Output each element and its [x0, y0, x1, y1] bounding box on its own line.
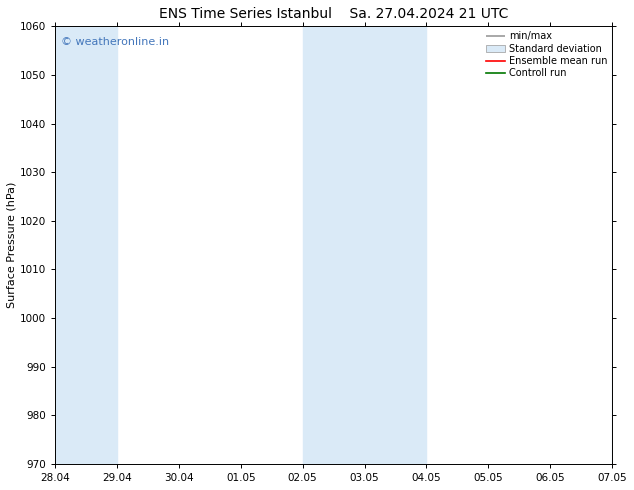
Bar [365, 26, 427, 464]
Legend: min/max, Standard deviation, Ensemble mean run, Controll run: min/max, Standard deviation, Ensemble me… [484, 29, 609, 80]
Bar [55, 26, 117, 464]
Text: © weatheronline.in: © weatheronline.in [61, 37, 169, 47]
Bar [302, 26, 365, 464]
Bar [612, 26, 634, 464]
Y-axis label: Surface Pressure (hPa): Surface Pressure (hPa) [7, 182, 17, 308]
Title: ENS Time Series Istanbul    Sa. 27.04.2024 21 UTC: ENS Time Series Istanbul Sa. 27.04.2024 … [159, 7, 508, 21]
